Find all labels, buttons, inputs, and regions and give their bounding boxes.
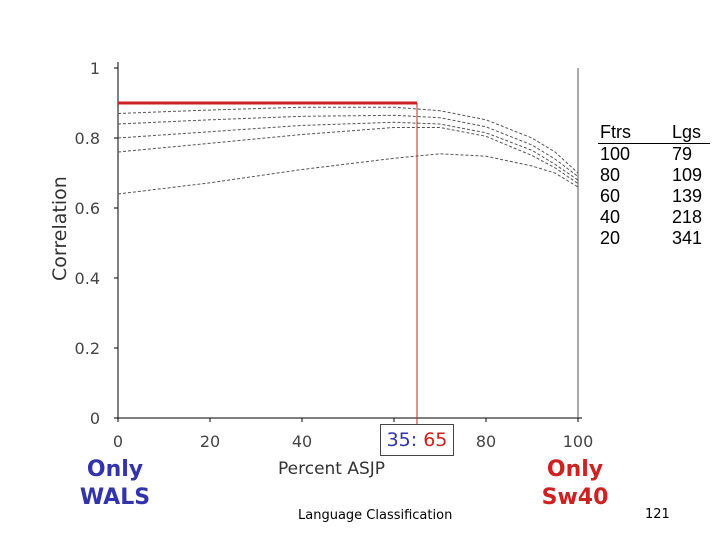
legend-ftrs-value: 80	[600, 165, 621, 185]
y-tick-label: 0.6	[75, 199, 100, 218]
footer-title: Language Classification	[298, 508, 453, 523]
only-wals-line-2: WALS	[79, 485, 151, 510]
x-tick-label: 40	[292, 432, 312, 451]
legend-lgs-value: 218	[672, 207, 703, 227]
legend-lgs-value: 109	[672, 165, 703, 185]
x-tick-label: 80	[476, 432, 496, 451]
series-line	[117, 153, 579, 195]
legend-header-ftrs: Ftrs	[600, 122, 631, 142]
legend-ftrs-value: 100	[600, 144, 631, 164]
y-tick-label: 0.8	[75, 129, 100, 148]
y-tick-label: 0	[90, 409, 100, 428]
ratio-label-box: 35: 65	[380, 424, 454, 456]
x-tick-label: 0	[113, 432, 123, 451]
only-wals-note: Only WALS	[70, 456, 160, 512]
y-tick-label: 0.4	[75, 269, 100, 288]
legend-header-rule	[598, 143, 710, 144]
y-tick-label: 0.2	[75, 339, 100, 358]
legend-ftrs-value: 60	[600, 186, 621, 206]
legend-ftrs-value: 40	[600, 207, 621, 227]
only-sw40-note: Only Sw40	[530, 456, 620, 512]
legend-header-lgs: Lgs	[672, 122, 702, 142]
series-line	[117, 127, 579, 184]
only-sw40-line-1: Only	[546, 457, 604, 482]
y-tick-label: 1	[90, 59, 100, 78]
legend-lgs-value: 139	[672, 186, 703, 206]
legend-lgs-value: 341	[672, 228, 703, 248]
ratio-left-value: 35	[386, 429, 411, 451]
legend-lgs-value: 79	[672, 144, 693, 164]
legend-ftrs-value: 20	[600, 228, 621, 248]
x-tick-label: 20	[200, 432, 220, 451]
only-sw40-line-2: Sw40	[541, 485, 609, 510]
legend: Ftrs 100 80 60 40 20 Lgs 79 109 139 218 …	[598, 120, 718, 268]
page-number: 121	[645, 507, 670, 522]
only-wals-line-1: Only	[86, 457, 144, 482]
ratio-separator: :	[410, 429, 418, 451]
legend-column-languages: Lgs 79 109 139 218 341	[672, 120, 702, 249]
legend-column-features: Ftrs 100 80 60 40 20	[600, 120, 631, 249]
y-axis-label: Correlation	[49, 176, 71, 281]
x-tick-label: 100	[563, 432, 594, 451]
series-line	[117, 106, 579, 174]
series-line	[117, 114, 579, 177]
ratio-right-value: 65	[423, 429, 448, 451]
series-line	[117, 121, 579, 181]
x-axis-label: Percent ASJP	[278, 459, 386, 479]
